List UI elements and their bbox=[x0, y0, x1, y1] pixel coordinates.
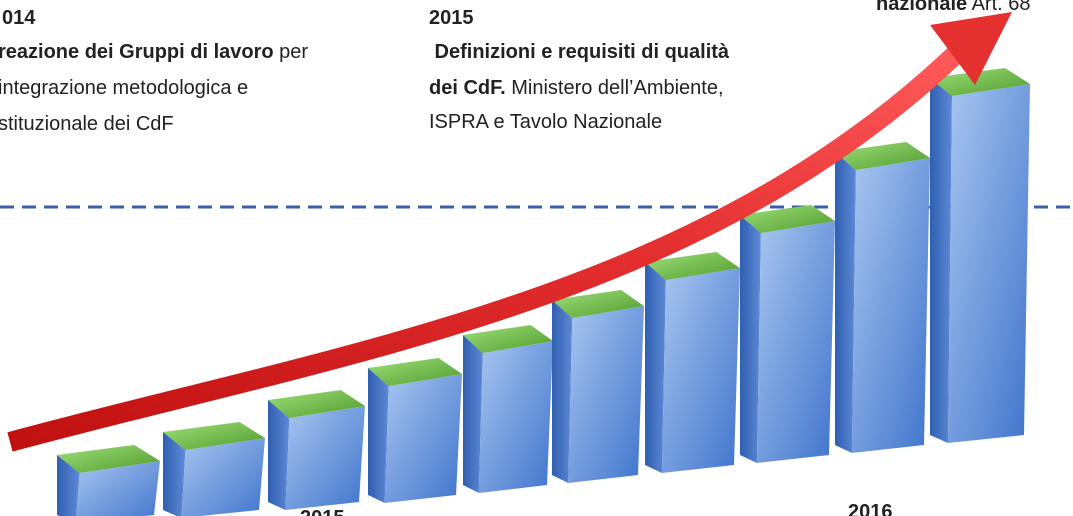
bar-front bbox=[948, 84, 1030, 443]
bar-front bbox=[568, 306, 644, 483]
bar-front bbox=[479, 341, 553, 493]
bar-front bbox=[385, 374, 462, 503]
slide: 014 reazione dei Gruppi di lavoro per in… bbox=[0, 0, 1073, 516]
middle-title: Definizioni e requisiti di qualità bbox=[429, 40, 729, 64]
middle-line: ISPRA e Tavolo Nazionale bbox=[429, 110, 662, 134]
bar-front bbox=[757, 221, 835, 463]
middle-title: dei CdF. Ministero dell’Ambiente, bbox=[429, 76, 724, 100]
timeline-label: 2016 bbox=[848, 500, 893, 516]
left-title: reazione dei Gruppi di lavoro per bbox=[0, 40, 308, 64]
left-line: stituzionale dei CdF bbox=[0, 112, 174, 136]
left-year: 014 bbox=[2, 6, 35, 30]
timeline-label: 2015 bbox=[300, 506, 345, 516]
bar-front bbox=[285, 406, 365, 510]
right-title: nazionale Art. 68 bbox=[876, 0, 1031, 16]
bar-front bbox=[662, 268, 740, 473]
middle-year: 2015 bbox=[429, 6, 474, 30]
bar-front bbox=[181, 438, 265, 516]
bar-front bbox=[852, 158, 930, 453]
left-line: integrazione metodologica e bbox=[0, 76, 248, 100]
